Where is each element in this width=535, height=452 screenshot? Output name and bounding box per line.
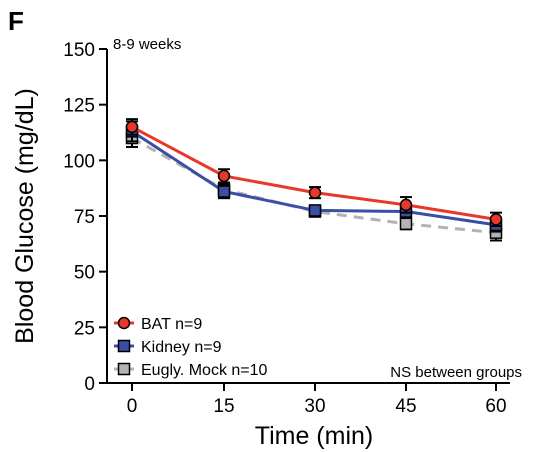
- data-point: [217, 169, 231, 183]
- age-annotation: 8-9 weeks: [113, 36, 181, 53]
- series-0: [125, 118, 503, 228]
- legend-item: Eugly. Mock n=10: [114, 362, 268, 379]
- y-tick-label: 100: [63, 151, 95, 172]
- legend: BAT n=9 Kidney n=9 Eugly. Mock n=10: [114, 316, 268, 379]
- y-tick-label: 125: [63, 96, 95, 117]
- legend-label: BAT n=9: [141, 316, 202, 333]
- x-tick-label: 0: [127, 396, 138, 417]
- y-tick-label: 50: [74, 263, 95, 284]
- y-ticks: 0 25 50 75 100 125 150: [63, 40, 107, 395]
- data-point: [217, 185, 231, 198]
- series-layer: [125, 118, 503, 242]
- y-tick-label: 25: [74, 318, 95, 339]
- series-2: [125, 128, 503, 242]
- x-tick-label: 15: [213, 396, 234, 417]
- y-tick-label: 0: [84, 374, 95, 395]
- data-point: [125, 120, 139, 134]
- data-point: [308, 186, 322, 199]
- legend-label: Kidney n=9: [141, 339, 222, 356]
- stats-annotation: NS between groups: [390, 364, 522, 381]
- y-tick-label: 75: [74, 207, 95, 228]
- x-tick-label: 60: [485, 396, 506, 417]
- legend-swatch-marker: [117, 316, 131, 330]
- x-ticks: 0 15 30 45 60: [127, 383, 507, 417]
- legend-label: Eugly. Mock n=10: [141, 362, 268, 379]
- x-axis-title: Time (min): [255, 422, 374, 450]
- y-axis-title: Blood Glucose (mg/dL): [11, 88, 39, 344]
- x-tick-label: 30: [304, 396, 325, 417]
- data-point: [399, 217, 413, 231]
- legend-item: Kidney n=9: [114, 339, 222, 356]
- data-point: [308, 204, 322, 217]
- legend-item: BAT n=9: [114, 316, 202, 333]
- panel-label: F: [8, 6, 24, 36]
- legend-swatch-marker: [117, 339, 131, 353]
- y-tick-label: 150: [63, 40, 95, 61]
- legend-swatch-marker: [117, 362, 131, 376]
- data-point: [399, 198, 413, 212]
- series-1: [125, 120, 503, 233]
- data-point: [489, 213, 503, 226]
- series-line: [131, 136, 497, 235]
- x-tick-label: 45: [395, 396, 416, 417]
